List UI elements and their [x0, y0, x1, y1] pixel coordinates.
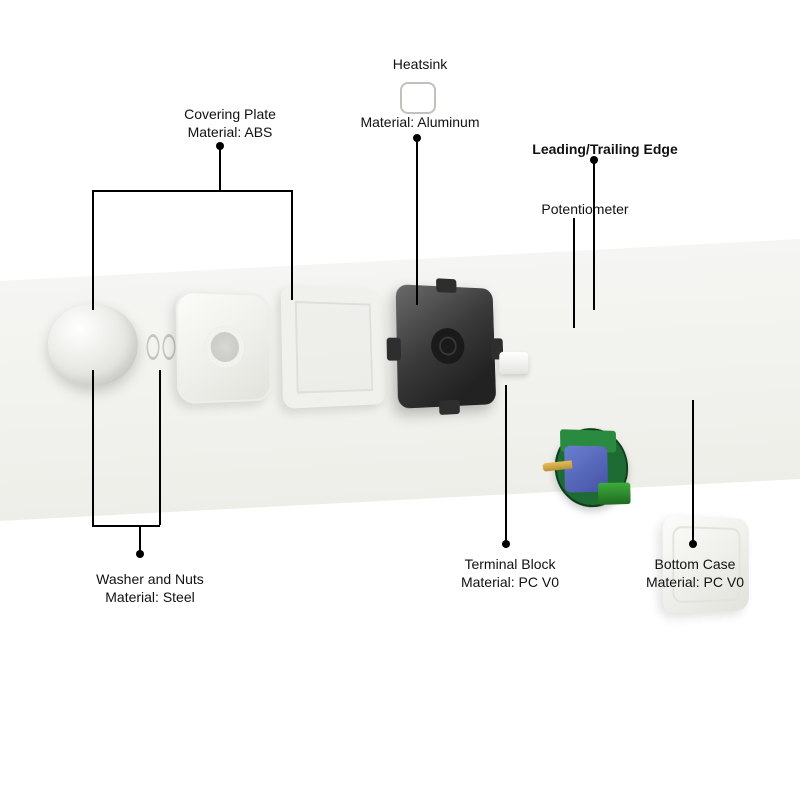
leader-cover-dot: [216, 142, 224, 150]
leader-tblock-dot: [502, 540, 510, 548]
label-bottom-case-title: Bottom Case: [655, 556, 736, 572]
label-bottom-case: Bottom Case Material: PC V0: [620, 555, 770, 591]
leader-tblock-v: [505, 385, 507, 543]
leader-bcase-v: [692, 400, 694, 543]
leader-pot-v: [573, 218, 575, 328]
leader-leadtrail-v: [593, 160, 595, 310]
part-washer-1: [147, 334, 160, 360]
leader-cover-v1: [92, 190, 94, 310]
leader-washer-dot: [136, 550, 144, 558]
heatsink-lug-bottom: [439, 400, 460, 415]
label-potentiometer-title: Potentiometer: [541, 201, 628, 217]
label-leading-trailing: Leading/Trailing Edge: [520, 140, 690, 158]
leader-washer-h: [92, 525, 160, 527]
label-covering-plate-material: Material: ABS: [170, 123, 290, 141]
part-pcb-assembly: [546, 419, 636, 517]
label-covering-plate-title: Covering Plate: [184, 106, 276, 122]
label-washer-nuts-title: Washer and Nuts: [96, 571, 204, 587]
part-washer-2: [163, 334, 176, 360]
label-washer-nuts-material: Material: Steel: [75, 588, 225, 606]
leader-washer-v2: [159, 370, 161, 525]
label-terminal-block: Terminal Block Material: PC V0: [440, 555, 580, 591]
label-heatsink-title: Heatsink: [393, 56, 447, 72]
label-bottom-case-material: Material: PC V0: [620, 573, 770, 591]
label-leading-trailing-title: Leading/Trailing Edge: [532, 141, 677, 157]
part-frame-bezel: [281, 286, 386, 409]
leader-cover-v3: [219, 148, 221, 190]
leader-washer-v3: [139, 525, 141, 553]
part-covering-plate: [175, 291, 272, 405]
label-terminal-block-material: Material: PC V0: [440, 573, 580, 591]
pcb-connector: [598, 483, 631, 505]
label-heatsink: Heatsink Material: Aluminum: [355, 55, 485, 131]
heatsink-lug-top: [436, 278, 457, 293]
leader-cover-h: [92, 190, 292, 192]
label-washer-nuts: Washer and Nuts Material: Steel: [75, 570, 225, 606]
cover-plate-hole: [205, 326, 245, 369]
exploded-view-stage: Covering Plate Material: ABS Heatsink Ma…: [0, 0, 800, 800]
leader-washer-v1: [92, 370, 94, 525]
leader-bcase-dot: [689, 540, 697, 548]
label-heatsink-material: Material: Aluminum: [355, 113, 485, 131]
heatsink-lug-left: [387, 338, 402, 361]
leader-heatsink-dot: [413, 134, 421, 142]
leader-heatsink-v: [416, 140, 418, 305]
label-terminal-block-title: Terminal Block: [464, 556, 555, 572]
label-potentiometer: Potentiometer: [530, 200, 640, 218]
part-terminal-block: [499, 352, 528, 374]
leader-cover-v2: [291, 190, 293, 300]
label-covering-plate: Covering Plate Material: ABS: [170, 105, 290, 141]
leader-leadtrail-dot: [590, 156, 598, 164]
part-heatsink: [396, 284, 497, 409]
